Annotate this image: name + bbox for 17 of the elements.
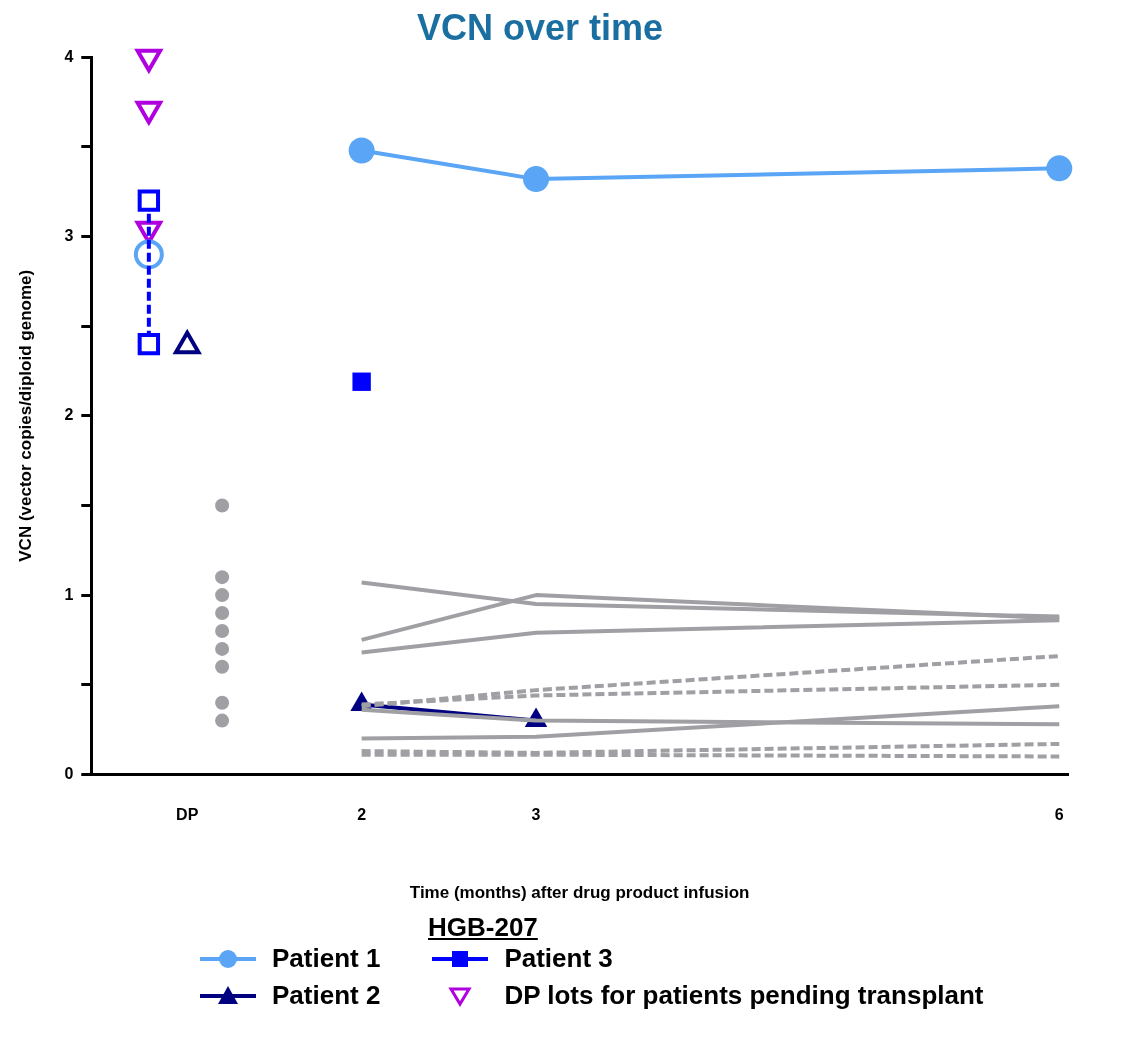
legend-label: DP lots for patients pending transplant xyxy=(504,980,984,1011)
x-tick-label: 3 xyxy=(531,806,541,824)
y-tick-label: 2 xyxy=(64,406,74,424)
x-tick-label: 2 xyxy=(357,806,367,824)
legend-label: Patient 1 xyxy=(272,943,381,974)
legend-title: HGB-207 xyxy=(428,912,539,943)
y-tick-label: 4 xyxy=(64,47,74,65)
x-tick-label: DP xyxy=(176,806,199,824)
y-axis-title: VCN (vector copies/diploid genome) xyxy=(15,269,35,562)
y-tick-label: 1 xyxy=(64,585,74,603)
x-axis-title: Time (months) after drug product infusion xyxy=(409,883,750,903)
legend-label: Patient 2 xyxy=(272,980,381,1011)
y-tick-label: 3 xyxy=(64,226,74,244)
x-tick-label: 6 xyxy=(1054,806,1064,824)
legend-label: Patient 3 xyxy=(504,943,613,974)
chart-title: VCN over time xyxy=(416,6,664,48)
y-tick-label: 0 xyxy=(64,764,74,782)
